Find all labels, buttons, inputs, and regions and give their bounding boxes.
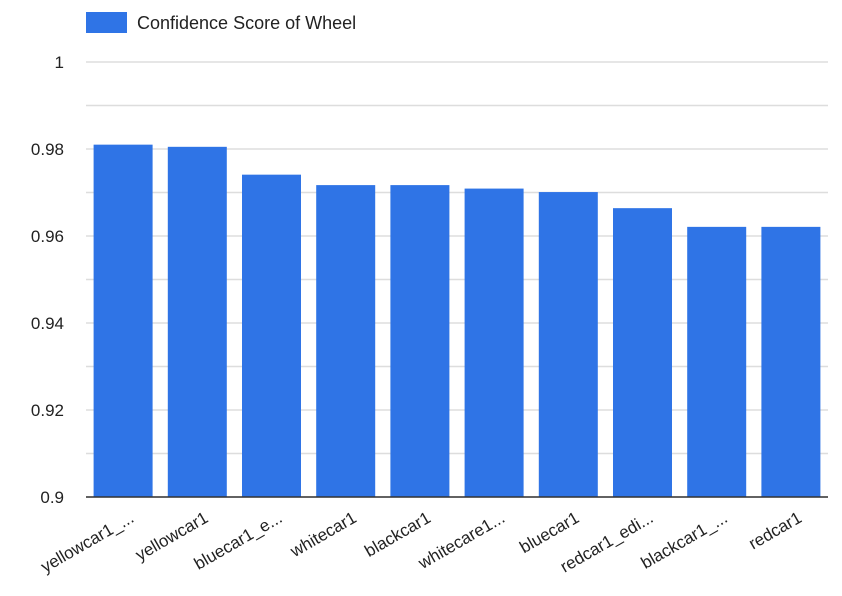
bar bbox=[761, 226, 821, 498]
bar bbox=[167, 146, 227, 497]
bar bbox=[464, 188, 524, 497]
y-tick-label: 1 bbox=[55, 53, 64, 72]
y-tick-label: 0.94 bbox=[31, 314, 64, 333]
x-tick-label: bluecar1 bbox=[516, 508, 582, 557]
bar bbox=[390, 185, 450, 498]
legend-label: Confidence Score of Wheel bbox=[137, 13, 356, 33]
bar bbox=[687, 226, 747, 498]
y-tick-label: 0.96 bbox=[31, 227, 64, 246]
y-tick-label: 0.9 bbox=[40, 488, 64, 507]
bar bbox=[316, 185, 376, 498]
bar bbox=[613, 208, 672, 497]
x-tick-label: whitecar1 bbox=[286, 508, 359, 561]
x-tick-label: redcar1 bbox=[745, 508, 804, 553]
bar bbox=[538, 192, 598, 497]
y-axis-ticks: 1 0.98 0.96 0.94 0.92 0.9 bbox=[31, 53, 64, 507]
bar bbox=[93, 144, 153, 497]
y-tick-label: 0.92 bbox=[31, 401, 64, 420]
legend-swatch bbox=[86, 12, 127, 33]
bar bbox=[242, 174, 301, 498]
x-tick-label: yellowcar1_... bbox=[38, 508, 138, 576]
bars bbox=[93, 144, 821, 498]
legend: Confidence Score of Wheel bbox=[86, 12, 356, 33]
y-tick-label: 0.98 bbox=[31, 140, 64, 159]
